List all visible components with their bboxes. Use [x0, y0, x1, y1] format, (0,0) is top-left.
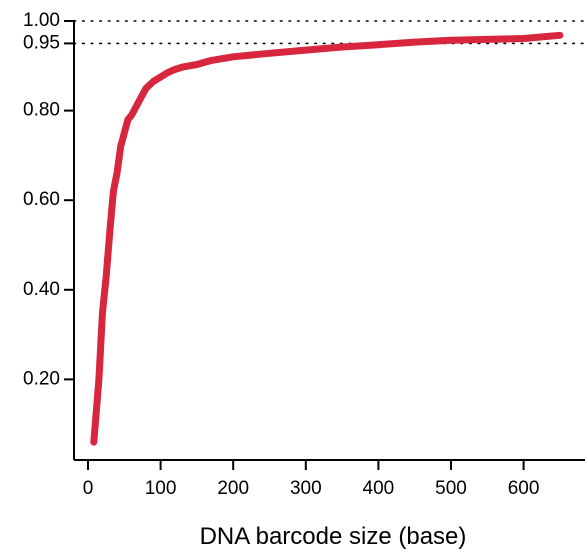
x-tick-label: 500 [435, 478, 467, 499]
y-axis-ticks: 0.20 0.40 0.60 0.80 0.951.00 [23, 10, 74, 389]
x-tick-label: 0 [83, 478, 94, 499]
x-tick-label: 200 [217, 478, 249, 499]
y-tick-label: 0.80 [23, 100, 60, 121]
y-tick-label: 0.40 [23, 279, 60, 300]
x-tick-label: 100 [145, 478, 177, 499]
x-axis-ticks: 0 100 200 300 400 500 600 [83, 460, 540, 499]
series-layer [90, 31, 564, 446]
y-tick-label: 1.00 [23, 10, 60, 31]
x-tick-label: 400 [363, 478, 395, 499]
y-tick-label: 0.95 [23, 32, 60, 53]
x-tick-label: 300 [290, 478, 322, 499]
x-axis-title: DNA barcode size (base) [200, 523, 467, 550]
y-tick-label: 0.60 [23, 189, 60, 210]
x-tick-label: 600 [508, 478, 540, 499]
y-tick-label: 0.20 [23, 368, 60, 389]
series-line-0 [90, 31, 564, 446]
plot-frame [73, 20, 585, 461]
